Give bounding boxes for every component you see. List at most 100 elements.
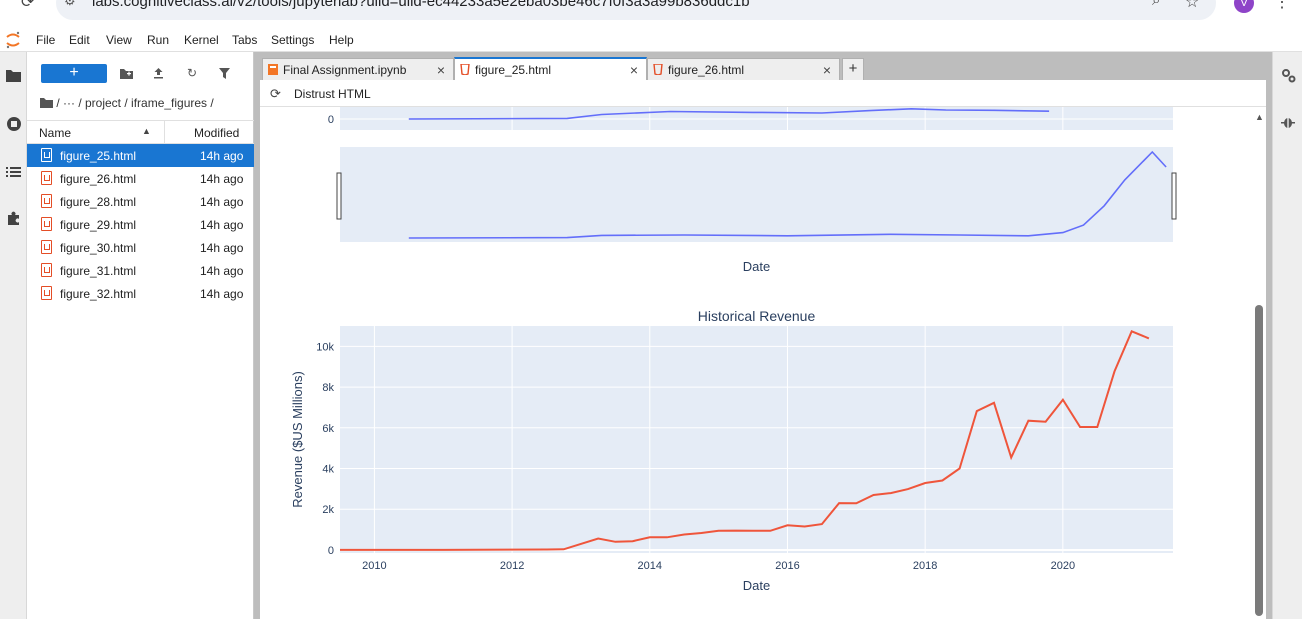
revenue-y-tick-label: 10k xyxy=(316,341,334,353)
reload-document-icon[interactable]: ⟳ xyxy=(270,86,281,101)
close-icon[interactable]: × xyxy=(629,62,638,78)
range-slider-right-handle xyxy=(1171,172,1177,220)
browser-menu-icon[interactable]: ⋮ xyxy=(1274,0,1290,11)
revenue-y-tick-label: 4k xyxy=(322,464,334,476)
file-name: figure_29.html xyxy=(60,218,137,232)
close-icon[interactable]: × xyxy=(822,62,831,78)
file-row[interactable]: figure_29.html 14h ago xyxy=(27,213,254,236)
filter-icon[interactable] xyxy=(215,64,233,82)
revenue-line xyxy=(340,329,1150,551)
scroll-up-icon[interactable]: ▲ xyxy=(1255,112,1264,122)
html-file-icon xyxy=(41,240,52,254)
new-folder-icon[interactable] xyxy=(117,64,135,82)
scrollbar-thumb[interactable] xyxy=(1255,305,1263,616)
column-divider[interactable] xyxy=(164,121,165,144)
upload-icon[interactable] xyxy=(149,64,167,82)
file-name: figure_28.html xyxy=(60,195,137,209)
property-inspector-icon[interactable] xyxy=(1281,68,1296,86)
revenue-x-tick-label: 2010 xyxy=(362,560,386,572)
tab-figure-26[interactable]: figure_26.html × xyxy=(647,58,840,80)
upper-x-axis-title: Date xyxy=(743,259,770,274)
breadcrumb-folder-icon[interactable] xyxy=(40,98,53,108)
revenue-y-axis-title: Revenue ($US Millions) xyxy=(290,371,305,508)
document-tab-bar: Final Assignment.ipynb × figure_25.html … xyxy=(254,52,1272,80)
modified-column-header[interactable]: Modified xyxy=(194,126,240,140)
file-modified: 14h ago xyxy=(200,264,244,278)
revenue-chart-title: Historical Revenue xyxy=(698,308,816,324)
range-slider-background xyxy=(340,147,1173,242)
running-kernels-icon[interactable] xyxy=(5,115,22,132)
revenue-x-tick-label: 2020 xyxy=(1051,560,1075,572)
upper-price-line xyxy=(408,107,1050,120)
right-sidebar xyxy=(1272,52,1302,619)
profile-avatar[interactable]: V xyxy=(1234,0,1254,13)
file-browser-panel: + ↻ / ··· / project / iframe_figures / N… xyxy=(27,52,254,619)
menu-kernel[interactable]: Kernel xyxy=(184,33,219,47)
revenue-plot-area xyxy=(340,326,1173,553)
menu-tabs[interactable]: Tabs xyxy=(232,33,258,47)
sort-ascending-icon[interactable]: ▲ xyxy=(142,126,151,136)
close-icon[interactable]: × xyxy=(436,62,445,78)
revenue-x-tick-label: 2012 xyxy=(500,560,524,572)
add-tab-button[interactable]: + xyxy=(842,58,864,80)
tab-label: figure_25.html xyxy=(475,63,552,77)
file-row[interactable]: figure_32.html 14h ago xyxy=(27,282,254,305)
file-row[interactable]: figure_31.html 14h ago xyxy=(27,259,254,282)
file-modified: 14h ago xyxy=(200,195,244,209)
name-column-header[interactable]: Name xyxy=(39,126,72,140)
file-modified: 14h ago xyxy=(200,149,244,163)
file-row[interactable]: figure_25.html 14h ago xyxy=(27,144,254,167)
browser-reload-icon[interactable]: ⟳ xyxy=(21,0,35,11)
menu-file[interactable]: File xyxy=(36,33,56,47)
breadcrumb-path[interactable]: / ··· / project / iframe_figures / xyxy=(56,96,214,110)
zoom-icon[interactable]: ⌕ xyxy=(1152,0,1161,9)
document-toolbar: ⟳ Distrust HTML xyxy=(260,80,1266,107)
browser-toolbar: ⟳ ⚙ labs.cognitiveclass.ai/v2/tools/jupy… xyxy=(0,0,1302,28)
file-name: figure_31.html xyxy=(60,264,137,278)
html-file-icon xyxy=(460,64,470,75)
range-slider-left-handle xyxy=(336,172,342,220)
table-of-contents-icon[interactable] xyxy=(5,163,22,180)
menu-run[interactable]: Run xyxy=(147,33,170,47)
revenue-y-tick-label: 8k xyxy=(322,382,334,394)
range-slider-line xyxy=(408,150,1167,239)
file-modified: 14h ago xyxy=(200,241,244,255)
revenue-y-tick-label: 0 xyxy=(328,545,334,557)
file-name: figure_32.html xyxy=(60,287,137,301)
folder-icon[interactable] xyxy=(5,67,22,84)
debugger-icon[interactable] xyxy=(1281,115,1295,132)
menu-help[interactable]: Help xyxy=(329,33,354,47)
menu-view[interactable]: View xyxy=(106,33,132,47)
revenue-y-tick-label: 6k xyxy=(322,423,334,435)
extension-manager-icon[interactable] xyxy=(5,210,22,227)
menu-edit[interactable]: Edit xyxy=(69,33,90,47)
file-row[interactable]: figure_28.html 14h ago xyxy=(27,190,254,213)
tab-label: figure_26.html xyxy=(668,63,745,77)
tab-figure-25[interactable]: figure_25.html × xyxy=(454,57,647,80)
revenue-x-tick-label: 2014 xyxy=(638,560,662,572)
menu-bar: File Edit View Run Kernel Tabs Settings … xyxy=(0,28,1302,52)
bookmark-star-icon[interactable]: ☆ xyxy=(1185,0,1200,11)
distrust-html-button[interactable]: Distrust HTML xyxy=(294,87,371,101)
file-modified: 14h ago xyxy=(200,172,244,186)
file-name: figure_25.html xyxy=(60,149,137,163)
notebook-icon xyxy=(268,64,278,75)
new-launcher-button[interactable]: + xyxy=(41,64,107,83)
address-bar[interactable] xyxy=(56,0,1216,20)
menu-settings[interactable]: Settings xyxy=(271,33,315,47)
html-file-icon xyxy=(41,263,52,277)
url-text[interactable]: labs.cognitiveclass.ai/v2/tools/jupyterl… xyxy=(92,0,750,10)
upper-y-tick-label: 0 xyxy=(328,114,334,126)
file-modified: 14h ago xyxy=(200,287,244,301)
breadcrumb[interactable]: / ··· / project / iframe_figures / xyxy=(40,96,214,110)
file-row[interactable]: figure_30.html 14h ago xyxy=(27,236,254,259)
refresh-file-list-icon[interactable]: ↻ xyxy=(186,66,198,80)
html-file-icon xyxy=(41,171,52,185)
revenue-x-axis-title: Date xyxy=(743,578,770,593)
site-settings-icon[interactable]: ⚙ xyxy=(64,0,76,8)
file-row[interactable]: figure_26.html 14h ago xyxy=(27,167,254,190)
file-name: figure_30.html xyxy=(60,241,137,255)
html-file-icon xyxy=(653,64,663,75)
plotly-figure: 0 Date 2010 2012 2014 2016 2018 2020 0 2k 4k 6k 8k 10… xyxy=(290,107,1177,593)
tab-final-assignment[interactable]: Final Assignment.ipynb × xyxy=(262,58,454,80)
